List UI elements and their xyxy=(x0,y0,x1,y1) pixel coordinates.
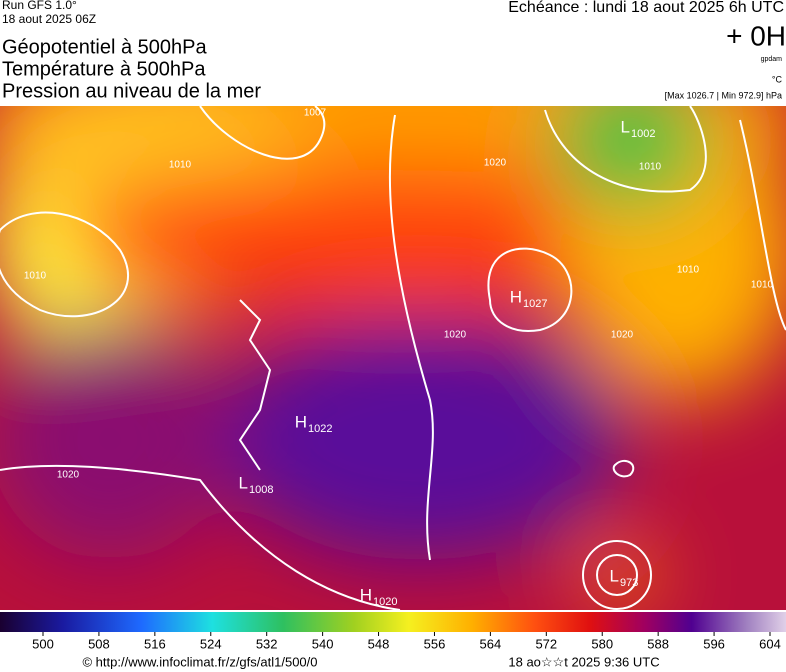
center-type: H xyxy=(295,412,307,431)
isobar-label: 1020 xyxy=(611,330,634,341)
run-date: 18 aout 2025 06Z xyxy=(2,12,96,26)
center-pressure: 1002 xyxy=(631,128,655,140)
offset: + 0H xyxy=(726,20,786,51)
colorbar-label: 540 xyxy=(312,636,334,651)
colorbar-label: 548 xyxy=(368,636,390,651)
footer-time: 18 ao☆☆t 2025 9:36 UTC xyxy=(508,654,659,669)
center-pressure: 973 xyxy=(620,577,638,589)
isobar-label: 1020 xyxy=(444,330,467,341)
colorbar-label: 588 xyxy=(647,636,669,651)
colorbar-label: 580 xyxy=(591,636,613,651)
colorbar-label: 508 xyxy=(88,636,110,651)
isobar-label: 1010 xyxy=(24,271,47,282)
temp-unit: °C xyxy=(772,74,783,84)
isobar-label: 1010 xyxy=(639,162,662,173)
title: Géopotentiel à 500hPa xyxy=(2,36,207,58)
colorbar-label: 532 xyxy=(256,636,278,651)
center-pressure: 1008 xyxy=(249,484,273,496)
colorbar-label: 572 xyxy=(535,636,557,651)
isobar-label: 1007 xyxy=(304,108,327,119)
colorbar-label: 524 xyxy=(200,636,222,651)
center-type: L xyxy=(239,473,248,492)
unit: gpdam xyxy=(761,56,783,63)
colorbar-label: 604 xyxy=(759,636,781,651)
colorbar-label: 556 xyxy=(424,636,446,651)
colorbar-label: 596 xyxy=(703,636,725,651)
center-pressure: 1027 xyxy=(523,298,547,310)
isobar-label: 1010 xyxy=(677,265,700,276)
center-type: L xyxy=(610,566,619,585)
isobar-label: 1020 xyxy=(57,470,80,481)
map xyxy=(0,106,786,610)
colorbar-label: 500 xyxy=(32,636,54,651)
isobar-label: 1010 xyxy=(169,160,192,171)
center-type: H xyxy=(510,287,522,306)
run: Run GFS 1.0° xyxy=(2,0,77,12)
center-type: H xyxy=(360,585,372,604)
colorbar-label: 516 xyxy=(144,636,166,651)
title: Température à 500hPa xyxy=(2,58,206,80)
isobar-label: 1010 xyxy=(751,280,774,291)
center-pressure: 1020 xyxy=(373,596,397,608)
center-type: L xyxy=(621,117,630,136)
colorbar xyxy=(0,612,786,632)
center-pressure: 1022 xyxy=(308,423,332,435)
footer-url: © http://www.infoclimat.fr/z/gfs/atl1/50… xyxy=(82,654,317,669)
pressure-range: [Max 1026.7 | Min 972.9] hPa xyxy=(665,90,782,100)
forecast: Echéance : lundi 18 aout 2025 6h UTC xyxy=(508,0,784,16)
colorbar-label: 564 xyxy=(480,636,502,651)
isobar-label: 1020 xyxy=(484,158,507,169)
title: Pression au niveau de la mer xyxy=(2,80,261,102)
